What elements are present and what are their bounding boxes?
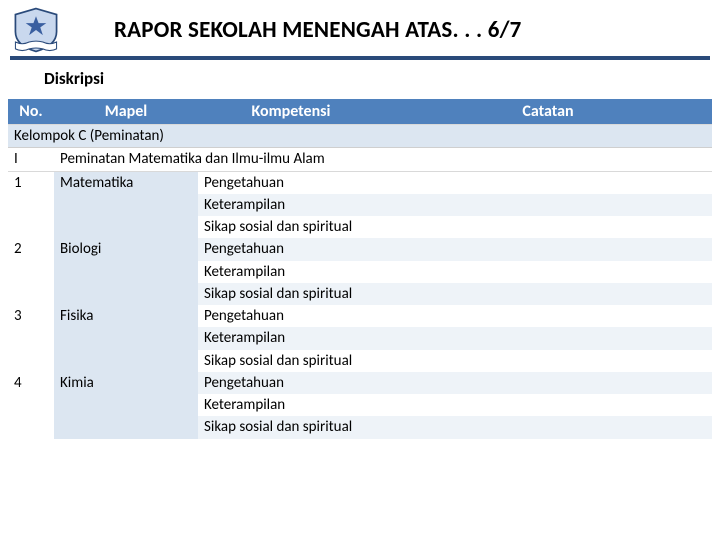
cell-mapel: Biologi xyxy=(54,238,198,305)
table-row: 3FisikaPengetahuan xyxy=(8,305,712,327)
cell-kompetensi: Sikap sosial dan spiritual xyxy=(198,350,384,372)
cell-no: 3 xyxy=(8,305,54,372)
cell-kompetensi: Sikap sosial dan spiritual xyxy=(198,216,384,238)
cell-no: 4 xyxy=(8,372,54,439)
cell-kompetensi: Keterampilan xyxy=(198,327,384,349)
col-no: No. xyxy=(8,99,54,125)
cell-kompetensi: Pengetahuan xyxy=(198,372,384,394)
group-label: Kelompok C (Peminatan) xyxy=(8,125,712,148)
cell-catatan xyxy=(384,171,712,194)
cell-catatan xyxy=(384,238,712,260)
cell-kompetensi: Keterampilan xyxy=(198,261,384,283)
cell-no: 2 xyxy=(8,238,54,305)
table-row: 1MatematikaPengetahuan xyxy=(8,171,712,194)
table-header-row: No. Mapel Kompetensi Catatan xyxy=(8,99,712,125)
page-title: RAPOR SEKOLAH MENENGAH ATAS. . . 6/7 xyxy=(74,16,522,44)
header: RAPOR SEKOLAH MENENGAH ATAS. . . 6/7 xyxy=(0,0,720,54)
cell-kompetensi: Keterampilan xyxy=(198,394,384,416)
cell-catatan xyxy=(384,283,712,305)
rapor-table-wrap: No. Mapel Kompetensi Catatan Kelompok C … xyxy=(0,99,720,439)
cell-catatan xyxy=(384,394,712,416)
cell-kompetensi: Pengetahuan xyxy=(198,238,384,260)
cell-mapel: Matematika xyxy=(54,171,198,238)
section-row: IPeminatan Matematika dan Ilmu-ilmu Alam xyxy=(8,148,712,171)
rapor-table: No. Mapel Kompetensi Catatan Kelompok C … xyxy=(8,99,712,439)
cell-mapel: Fisika xyxy=(54,305,198,372)
cell-catatan xyxy=(384,327,712,349)
cell-catatan xyxy=(384,216,712,238)
col-catatan: Catatan xyxy=(384,99,712,125)
cell-kompetensi: Keterampilan xyxy=(198,194,384,216)
cell-catatan xyxy=(384,305,712,327)
cell-catatan xyxy=(384,261,712,283)
cell-no: 1 xyxy=(8,171,54,238)
cell-catatan xyxy=(384,372,712,394)
col-mapel: Mapel xyxy=(54,99,198,125)
education-logo-icon xyxy=(10,6,62,54)
section-heading: Diskripsi xyxy=(44,68,720,89)
cell-catatan xyxy=(384,350,712,372)
cell-catatan xyxy=(384,194,712,216)
col-kompetensi: Kompetensi xyxy=(198,99,384,125)
cell-kompetensi: Pengetahuan xyxy=(198,171,384,194)
title-rule xyxy=(10,56,710,60)
cell-kompetensi: Sikap sosial dan spiritual xyxy=(198,283,384,305)
group-row: Kelompok C (Peminatan) xyxy=(8,125,712,148)
cell-kompetensi: Pengetahuan xyxy=(198,305,384,327)
section-label: Peminatan Matematika dan Ilmu-ilmu Alam xyxy=(54,148,712,171)
cell-catatan xyxy=(384,416,712,438)
section-no: I xyxy=(8,148,54,171)
cell-mapel: Kimia xyxy=(54,372,198,439)
table-row: 4KimiaPengetahuan xyxy=(8,372,712,394)
cell-kompetensi: Sikap sosial dan spiritual xyxy=(198,416,384,438)
table-row: 2BiologiPengetahuan xyxy=(8,238,712,260)
